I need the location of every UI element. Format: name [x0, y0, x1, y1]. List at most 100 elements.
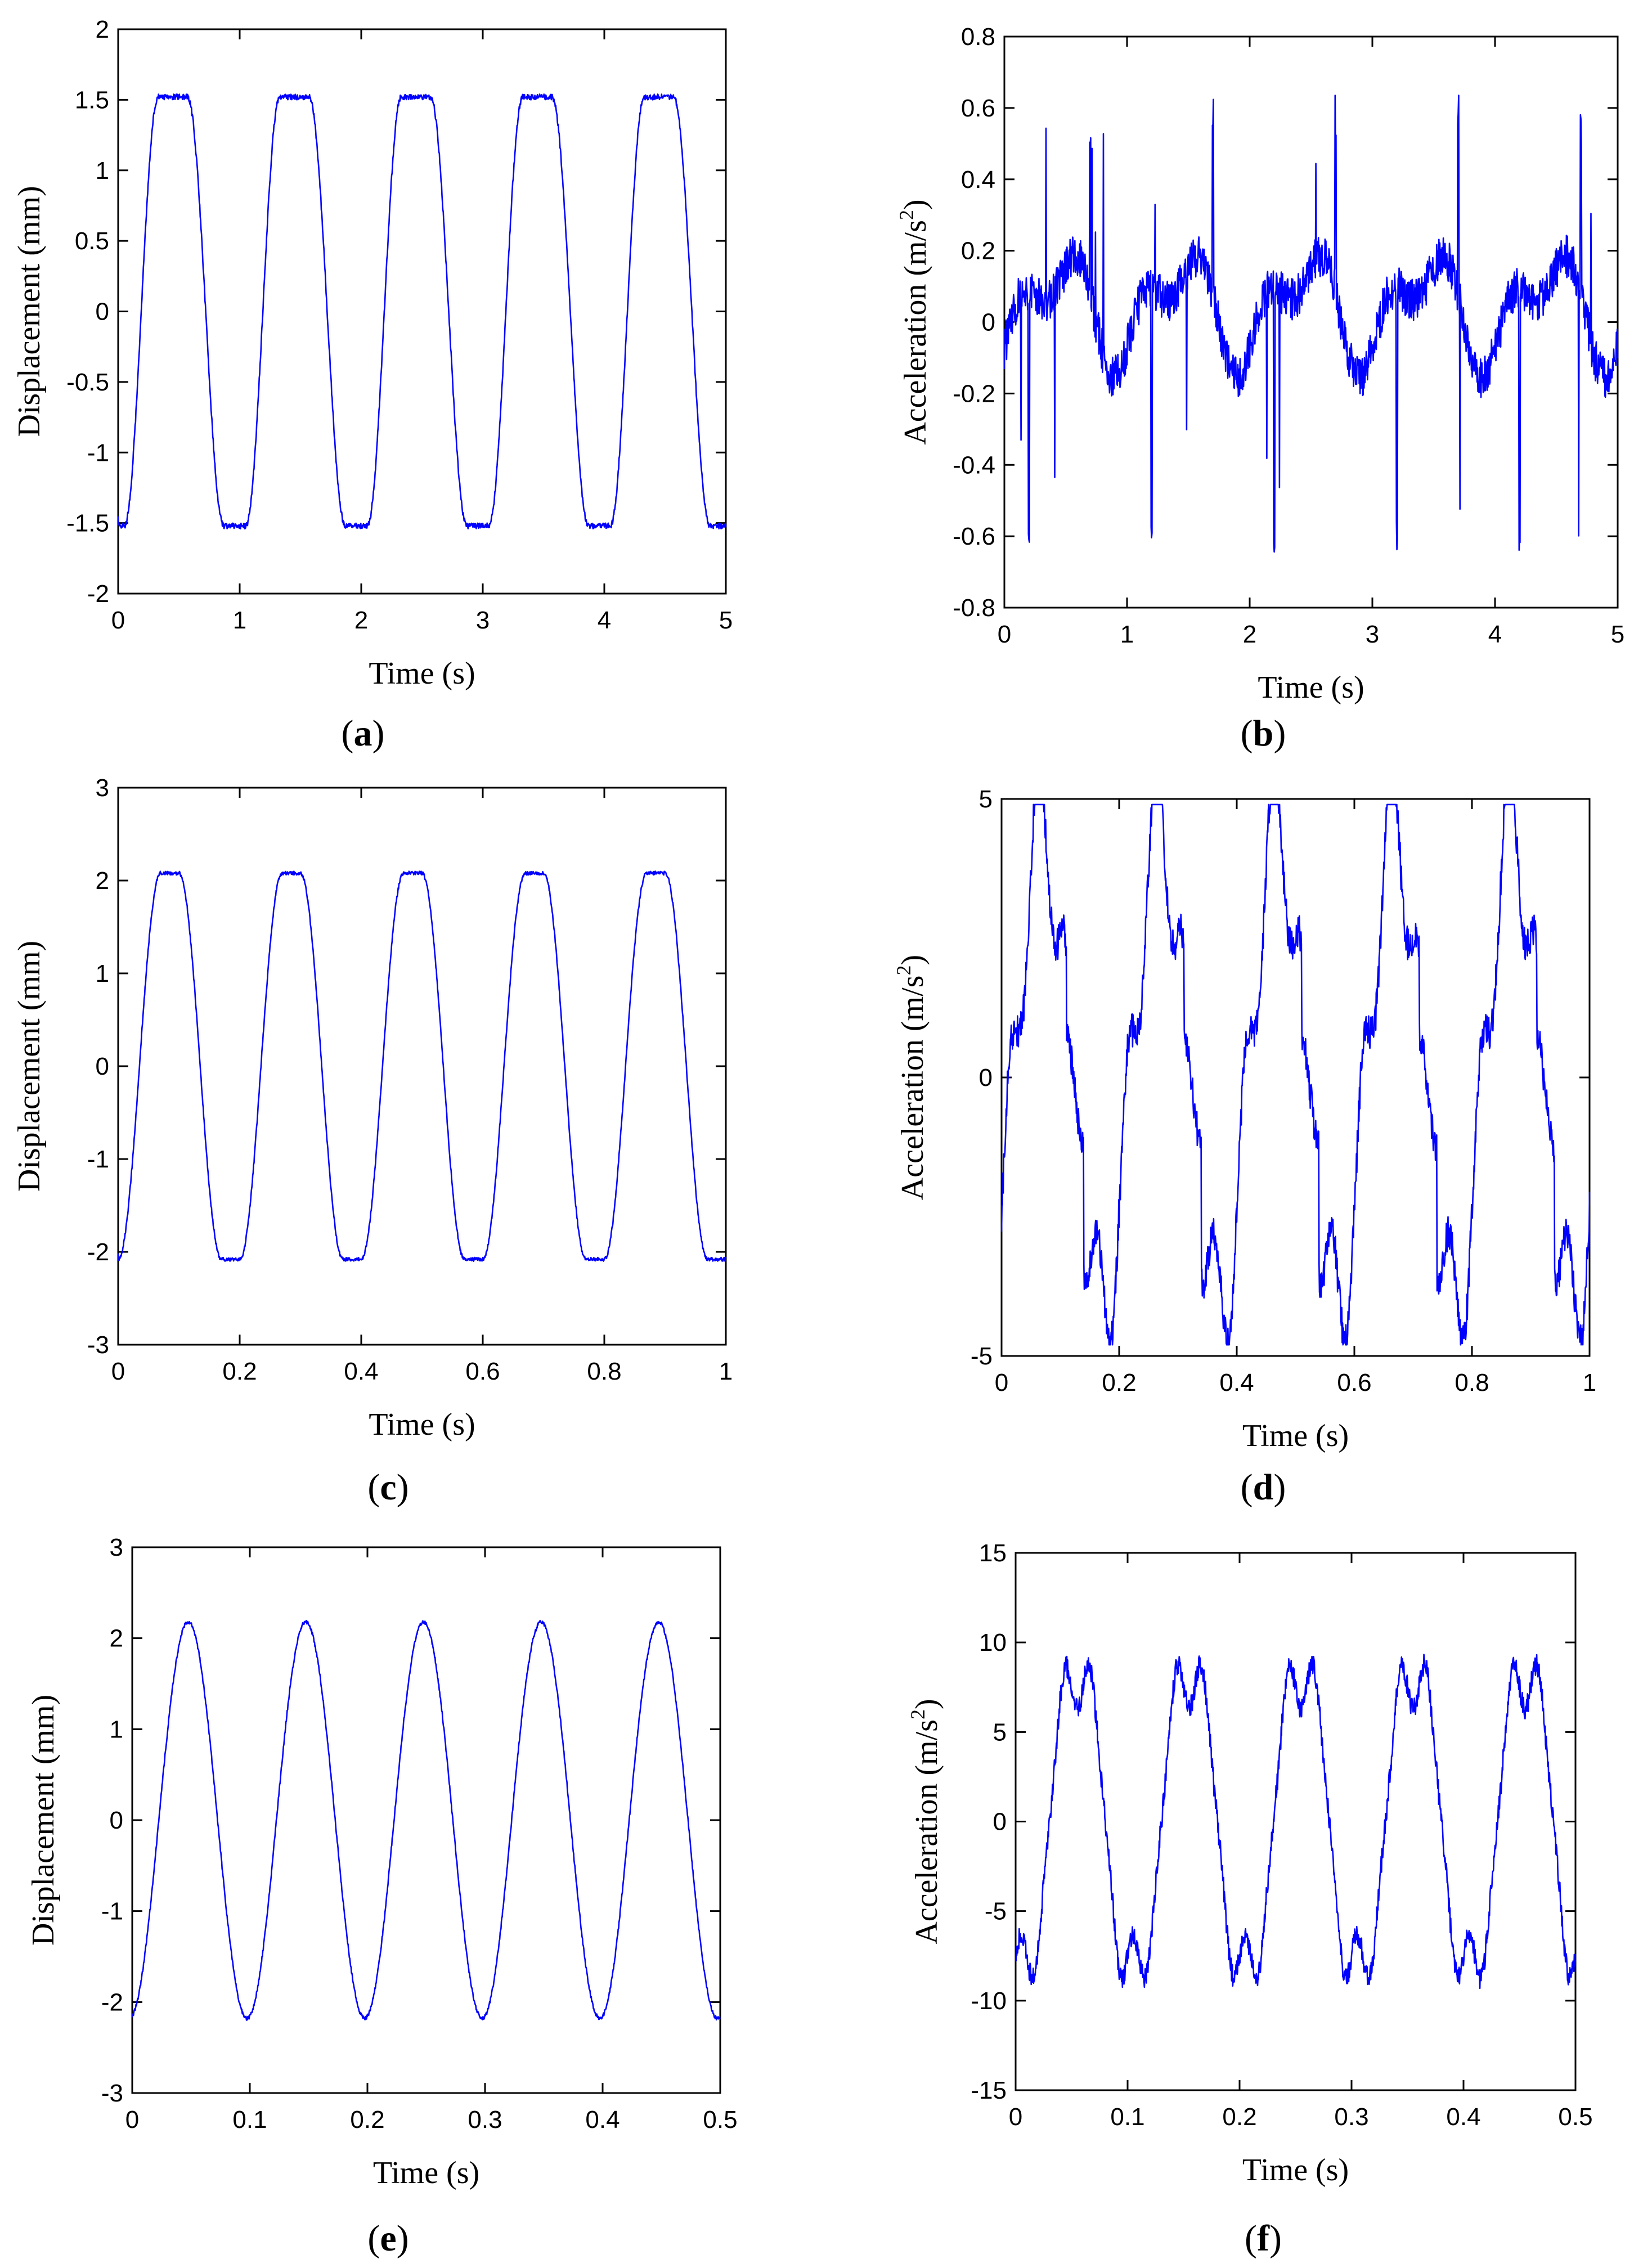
x-axis-label: Time (s) — [1242, 2153, 1349, 2188]
y-tick-label: 0 — [979, 1064, 993, 1092]
series-line-acceleration — [1003, 95, 1619, 553]
series-line-displacement — [131, 1619, 721, 2021]
y-tick-label: -2 — [101, 1988, 123, 2016]
x-tick-label: 0.2 — [222, 1358, 257, 1385]
y-tick-label: 1 — [96, 157, 109, 185]
x-tick-label: 0.5 — [703, 2106, 737, 2134]
x-axis-label: Time (s) — [373, 2155, 479, 2190]
y-tick-label: 5 — [979, 785, 993, 813]
y-tick-label: 3 — [96, 774, 109, 802]
y-tick-label: 3 — [110, 1534, 123, 1561]
x-tick-label: 2 — [354, 607, 368, 634]
x-tick-label: 3 — [1366, 621, 1379, 648]
y-tick-label: -2 — [87, 1238, 109, 1266]
y-tick-label: 15 — [979, 1539, 1007, 1567]
x-tick-label: 0 — [111, 1358, 125, 1385]
plot-frame — [1014, 1552, 1577, 2091]
y-tick-label: 0 — [993, 1808, 1007, 1836]
panel-caption-e: (e) — [367, 2218, 408, 2259]
y-axis-label: Acceleration (m/s2) — [895, 199, 933, 444]
y-tick-label: -5 — [985, 1898, 1007, 1925]
plot-frame — [117, 28, 727, 595]
y-tick-label: -10 — [971, 1987, 1007, 2015]
x-tick-label: 0.1 — [232, 2106, 267, 2134]
x-tick-label: 0.4 — [1219, 1369, 1254, 1396]
y-axis-label: Displacement (mm) — [12, 941, 47, 1192]
y-tick-label: -0.6 — [953, 523, 995, 550]
x-tick-label: 0.8 — [587, 1358, 621, 1385]
chart-panel-e: 0 0.1 0.2 0.3 0.4 0.5 -3 -2 -1 0 1 2 3 Time (s) Displa… — [26, 1534, 738, 2259]
y-tick-label: -15 — [971, 2077, 1007, 2104]
y-axis-label: Displacement (mm) — [26, 1695, 61, 1946]
x-tick-label: 0 — [1009, 2103, 1022, 2131]
y-tick-label: 0.4 — [961, 166, 995, 194]
x-tick-label: 0.3 — [1334, 2103, 1368, 2131]
y-tick-label: -2 — [87, 580, 109, 608]
chart-panel-b: 0 1 2 3 4 5 -0.8 -0.6 -0.4 -0.2 0 0.2 0.4 0.6 0.8 Time … — [895, 23, 1624, 754]
x-tick-label: 0 — [995, 1369, 1008, 1396]
x-tick-label: 1 — [719, 1358, 733, 1385]
plot-frame — [117, 787, 727, 1346]
y-tick-label: 0.6 — [961, 95, 995, 122]
x-tick-label: 0.3 — [468, 2106, 502, 2134]
series-line-acceleration — [1000, 803, 1591, 1346]
y-tick-label: 10 — [979, 1629, 1007, 1656]
x-axis-label: Time (s) — [369, 1407, 475, 1442]
x-tick-label: 4 — [1488, 621, 1502, 648]
y-tick-label: -1.5 — [66, 510, 109, 537]
x-tick-label: 3 — [476, 607, 490, 634]
y-tick-label: -3 — [87, 1331, 109, 1359]
series-line-displacement — [117, 870, 727, 1262]
y-tick-label: -5 — [971, 1342, 993, 1370]
y-tick-label: 0 — [96, 298, 109, 326]
y-tick-label: 0 — [982, 309, 995, 336]
y-tick-label: 1 — [110, 1715, 123, 1743]
x-tick-label: 0 — [125, 2106, 139, 2134]
x-tick-label: 1 — [233, 607, 246, 634]
y-tick-label: 2 — [96, 16, 109, 43]
x-tick-label: 0.2 — [350, 2106, 384, 2134]
y-tick-label: -0.8 — [953, 594, 995, 622]
y-tick-label: -1 — [101, 1898, 123, 1925]
x-tick-label: 0.6 — [465, 1358, 500, 1385]
x-tick-label: 0 — [111, 607, 125, 634]
y-tick-label: 5 — [993, 1718, 1007, 1746]
x-tick-label: 2 — [1243, 621, 1256, 648]
y-axis-label: Acceleration (m/s2) — [892, 955, 930, 1200]
y-tick-label: -0.2 — [953, 380, 995, 407]
chart-panel-f: 0 0.1 0.2 0.3 0.4 0.5 -15 -10 -5 0 5 10 15 Time (s) Ac… — [906, 1539, 1593, 2259]
x-tick-label: 0 — [998, 621, 1011, 648]
x-tick-label: 0.4 — [585, 2106, 620, 2134]
x-axis-label: Time (s) — [1242, 1418, 1349, 1453]
y-tick-label: 1 — [96, 960, 109, 987]
panel-caption-f: (f) — [1245, 2218, 1282, 2259]
chart-panel-c: 0 0.2 0.4 0.6 0.8 1 -3 -2 -1 0 1 2 3 Time (s) Displace… — [12, 774, 733, 1508]
panel-caption-c: (c) — [367, 1467, 408, 1508]
y-axis-label: Acceleration (m/s2) — [906, 1699, 944, 1944]
x-tick-label: 0.5 — [1558, 2103, 1592, 2131]
x-tick-label: 4 — [598, 607, 611, 634]
y-tick-label: 1.5 — [75, 86, 109, 114]
x-tick-label: 0.4 — [344, 1358, 378, 1385]
panel-caption-b: (b) — [1241, 713, 1286, 754]
y-tick-label: 2 — [110, 1625, 123, 1652]
y-tick-label: 0.5 — [75, 227, 109, 255]
x-tick-label: 0.6 — [1337, 1369, 1371, 1396]
x-tick-label: 0.1 — [1110, 2103, 1144, 2131]
x-tick-label: 0.2 — [1102, 1369, 1136, 1396]
x-tick-label: 5 — [719, 607, 733, 634]
x-tick-label: 5 — [1611, 621, 1624, 648]
series-line-displacement — [117, 93, 727, 529]
x-tick-label: 1 — [1583, 1369, 1596, 1396]
y-tick-label: 0.2 — [961, 237, 995, 265]
x-axis-label: Time (s) — [1258, 670, 1364, 705]
x-tick-label: 0.2 — [1222, 2103, 1256, 2131]
y-tick-label: 0 — [96, 1053, 109, 1080]
y-tick-label: -1 — [87, 1146, 109, 1173]
panel-caption-d: (d) — [1241, 1467, 1286, 1508]
panel-caption-a: (a) — [342, 713, 385, 754]
